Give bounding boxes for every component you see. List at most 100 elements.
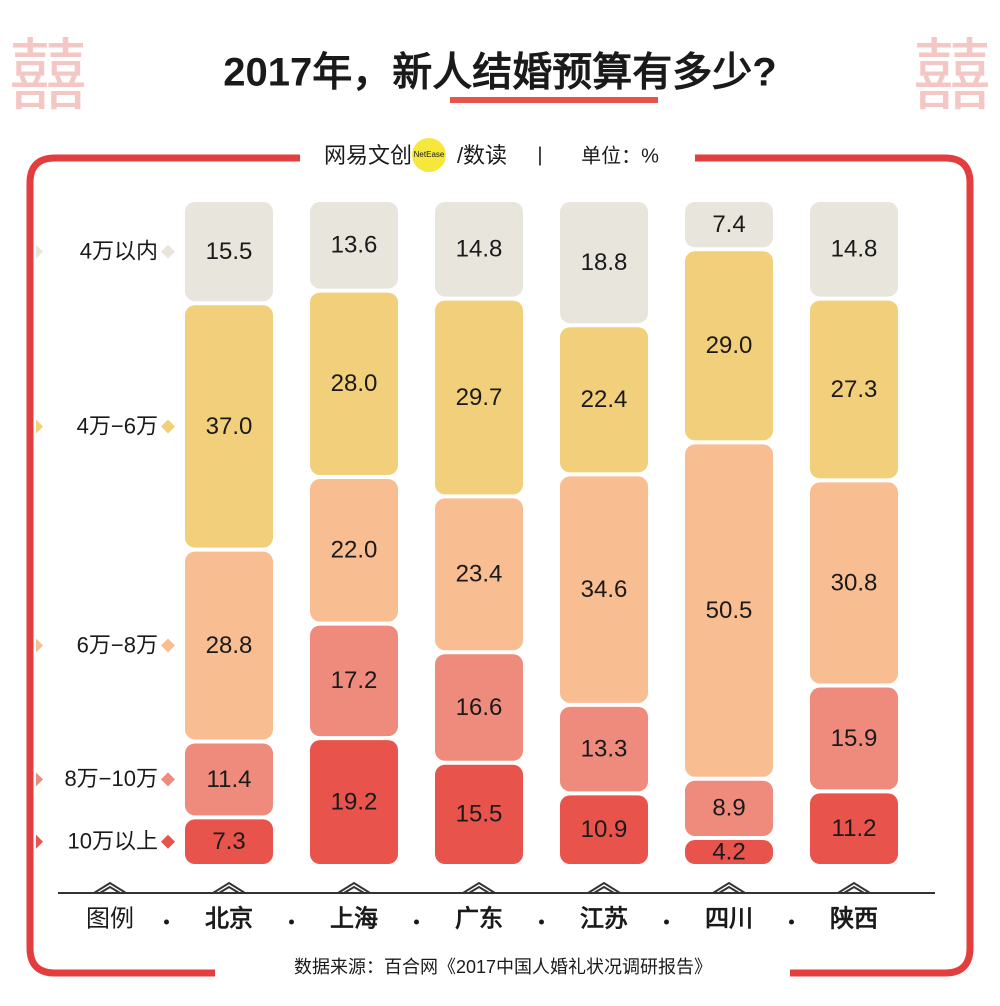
bar-segment bbox=[560, 476, 648, 703]
bar-segment bbox=[185, 202, 273, 302]
bar-segment bbox=[560, 795, 648, 864]
source: 数据来源：百合网《2017中国人婚礼状况调研报告》 bbox=[294, 957, 712, 977]
bar-segment bbox=[435, 300, 523, 495]
brand-suffix: /数读 bbox=[457, 143, 507, 168]
separator-dot bbox=[664, 919, 669, 925]
value-label: 34.6 bbox=[581, 576, 628, 603]
legend-marker bbox=[161, 772, 175, 787]
frame bbox=[26, 154, 974, 977]
value-label: 8.9 bbox=[712, 795, 745, 822]
value-label: 29.7 bbox=[456, 384, 503, 411]
separator: | bbox=[537, 144, 542, 166]
bar-segment bbox=[560, 327, 648, 473]
value-label: 15.9 bbox=[831, 725, 878, 752]
brand-badge-circle bbox=[412, 138, 446, 172]
value-label: 18.8 bbox=[581, 249, 628, 276]
bar-segment bbox=[310, 292, 398, 476]
bar-segment bbox=[310, 202, 398, 289]
legend-entry: 4万以内 bbox=[80, 238, 158, 263]
bar-segment bbox=[810, 300, 898, 479]
x-tick-label: 北京 bbox=[205, 904, 253, 932]
bar-segment bbox=[685, 444, 773, 777]
tick-marker bbox=[712, 881, 746, 894]
legend-marker bbox=[161, 834, 175, 849]
bar-segment bbox=[810, 202, 898, 297]
value-label: 29.0 bbox=[706, 332, 753, 359]
bar-segment bbox=[310, 479, 398, 622]
value-label: 13.6 bbox=[331, 232, 378, 259]
x-tick-label: 江苏 bbox=[580, 905, 628, 932]
value-label: 27.3 bbox=[831, 376, 878, 403]
ornament: 囍 bbox=[913, 32, 991, 120]
legend-marker bbox=[36, 419, 43, 434]
bar-segment bbox=[685, 251, 773, 441]
legend-label: 图例 bbox=[86, 905, 134, 932]
value-label: 22.4 bbox=[581, 386, 628, 413]
value-label: 16.6 bbox=[456, 694, 503, 721]
value-label: 30.8 bbox=[831, 569, 878, 596]
value-label: 28.8 bbox=[206, 632, 253, 659]
value-label: 17.2 bbox=[331, 667, 378, 694]
value-label: 15.5 bbox=[206, 238, 253, 265]
x-tick-label: 广东 bbox=[455, 904, 503, 932]
bar-segment bbox=[810, 793, 898, 864]
separator-dot bbox=[414, 919, 419, 925]
separator-dot bbox=[789, 919, 794, 925]
value-label: 19.2 bbox=[331, 788, 378, 815]
bar-segment bbox=[435, 202, 523, 297]
legend-marker bbox=[36, 772, 43, 787]
ornament: 囍 bbox=[9, 32, 87, 120]
tick-marker bbox=[837, 881, 871, 894]
bar-segment bbox=[560, 202, 648, 324]
value-label: 4.2 bbox=[712, 838, 745, 865]
bar-segment bbox=[435, 654, 523, 761]
separator-dot bbox=[289, 919, 294, 925]
tick-marker bbox=[587, 881, 621, 894]
legend-entry: 8万−10万 bbox=[64, 766, 158, 791]
value-label: 11.2 bbox=[832, 815, 877, 842]
value-label: 50.5 bbox=[706, 597, 753, 624]
legend-marker bbox=[161, 244, 175, 259]
bar-segment bbox=[185, 743, 273, 816]
chart-title: 2017年，新人结婚预算有多少? bbox=[223, 51, 776, 95]
bar-segment bbox=[435, 764, 523, 864]
tick-marker bbox=[212, 881, 246, 894]
separator-dot bbox=[164, 919, 169, 925]
bar-segment bbox=[685, 780, 773, 837]
legend-marker bbox=[36, 244, 43, 259]
brand-badge: NetEase bbox=[414, 150, 445, 159]
value-label: 22.0 bbox=[331, 537, 378, 564]
value-label: 11.4 bbox=[207, 766, 252, 793]
value-label: 14.8 bbox=[456, 236, 503, 263]
bar-segment bbox=[185, 551, 273, 740]
legend-marker bbox=[161, 638, 175, 653]
bar-segment bbox=[810, 687, 898, 790]
bar-segment bbox=[185, 305, 273, 548]
value-label: 15.5 bbox=[456, 801, 503, 828]
x-tick-label: 上海 bbox=[330, 904, 378, 932]
bar-segment bbox=[310, 740, 398, 864]
bar-segment bbox=[310, 625, 398, 737]
bar-segment bbox=[810, 482, 898, 684]
legend-marker bbox=[36, 834, 43, 849]
x-tick-label: 四川 bbox=[705, 905, 753, 932]
value-label: 37.0 bbox=[206, 413, 253, 440]
value-label: 14.8 bbox=[831, 236, 878, 263]
value-label: 7.4 bbox=[712, 211, 745, 238]
legend-entry: 4万−6万 bbox=[77, 413, 158, 438]
bar-segment bbox=[185, 819, 273, 864]
legend-marker bbox=[36, 638, 43, 653]
separator-dot bbox=[539, 919, 544, 925]
bar-segment bbox=[560, 706, 648, 792]
bar-segment bbox=[435, 498, 523, 651]
bar-segment bbox=[685, 202, 773, 248]
brand: 网易文创 bbox=[324, 143, 412, 168]
value-label: 10.9 bbox=[581, 816, 628, 843]
legend-entry: 6万−8万 bbox=[77, 632, 158, 657]
tick-marker bbox=[337, 881, 371, 894]
x-tick-label: 陕西 bbox=[830, 904, 878, 932]
bar-segment bbox=[685, 840, 773, 864]
value-label: 28.0 bbox=[331, 370, 378, 397]
tick-marker bbox=[93, 881, 127, 894]
